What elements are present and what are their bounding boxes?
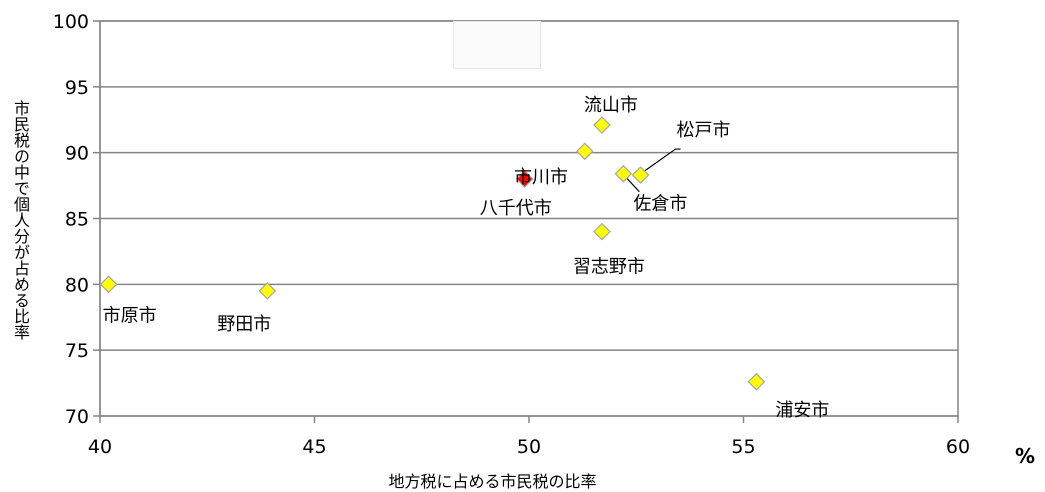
- data-point-marker: [258, 282, 277, 300]
- x-tick-label: 60: [946, 436, 970, 458]
- leader-line: [625, 177, 640, 193]
- x-tick-label: 50: [517, 436, 541, 458]
- data-point-marker: [593, 222, 611, 241]
- data-point-marker: [593, 116, 611, 134]
- y-tick-labels: 70 75 80 85 90 95 100: [53, 11, 89, 428]
- data-label: 八千代市: [480, 198, 552, 219]
- data-label: 松戸市: [677, 120, 731, 141]
- y-tick-label: 95: [65, 77, 89, 99]
- x-axis-unit: %: [1015, 444, 1036, 468]
- x-tick-labels: 40 45 50 55 60: [88, 436, 970, 458]
- leader-lines: [625, 148, 681, 193]
- data-point-marker: [631, 166, 650, 184]
- x-tick-label: 55: [731, 436, 755, 458]
- y-tick-label: 75: [65, 340, 89, 362]
- data-point-marker: [747, 372, 766, 391]
- y-tick-label: 70: [65, 406, 89, 428]
- data-label: 佐倉市: [633, 194, 687, 215]
- y-tick-label: 100: [53, 11, 89, 33]
- axes: [93, 20, 959, 423]
- data-label: 流山市: [584, 95, 638, 116]
- x-axis-label: 地方税に占める市民税の比率: [388, 472, 597, 491]
- data-point-marker: [614, 164, 633, 183]
- x-tick-label: 40: [88, 436, 112, 458]
- y-tick-label: 85: [65, 209, 89, 231]
- data-point-marker: [515, 170, 534, 188]
- x-tick-label: 45: [302, 436, 326, 458]
- y-tick-label: 90: [65, 143, 89, 165]
- data-point-marker: [575, 142, 594, 161]
- data-label: 市原市: [103, 305, 157, 326]
- data-label: 浦安市: [775, 400, 829, 421]
- y-tick-label: 80: [65, 274, 89, 296]
- data-label: 市川市: [514, 167, 568, 188]
- y-axis-label: 市民税の中で個人分が占める比率: [11, 100, 30, 340]
- data-label: 習志野市: [573, 257, 645, 278]
- leader-line: [644, 148, 681, 172]
- data-points: [99, 116, 766, 391]
- data-point-marker: [99, 275, 118, 294]
- data-label: 野田市: [217, 314, 271, 335]
- embedded-thumbnail-image: [453, 21, 541, 69]
